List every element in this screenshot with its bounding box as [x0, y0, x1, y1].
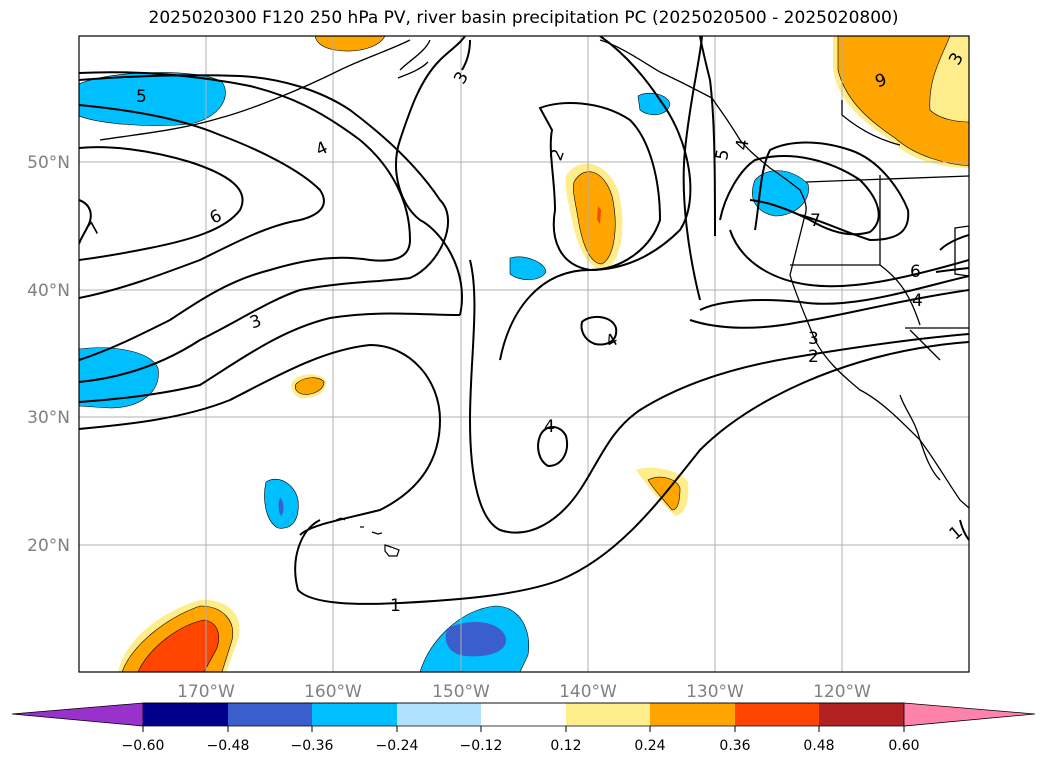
colorbar-tick-label: −0.48	[207, 738, 250, 754]
colorbar-segment	[566, 703, 650, 726]
lat-label-50n: 50°N	[27, 153, 70, 173]
negative-anomaly-region	[509, 256, 547, 281]
contour-label: 6	[910, 262, 921, 282]
negative-anomaly-region	[637, 92, 671, 116]
positive-anomaly-region	[573, 171, 616, 265]
negative-anomaly-core	[278, 498, 284, 516]
map-frame	[78, 35, 970, 673]
lat-label-30n: 30°N	[27, 408, 70, 428]
colorbar-tick-label: 0.24	[634, 738, 665, 754]
contour-label: 3	[808, 329, 819, 349]
shaded-anomalies	[79, 36, 969, 672]
positive-anomaly-core	[597, 206, 601, 224]
colorbar-ticks	[142, 726, 905, 732]
contour-label: 4	[912, 291, 923, 311]
colorbar-segment	[397, 703, 481, 726]
colorbar-segment	[819, 703, 904, 726]
negative-anomaly-region	[79, 72, 226, 126]
contour-label: 4	[602, 330, 621, 353]
colorbar-segment	[312, 703, 397, 726]
lon-label-130w: 130°W	[686, 682, 744, 702]
positive-anomaly-core	[137, 619, 219, 672]
contour-label: 3	[450, 68, 473, 87]
lon-label-150w: 150°W	[432, 682, 490, 702]
colorbar-tick-label: 0.36	[719, 738, 750, 754]
contour-label: 5	[712, 148, 734, 162]
contour-label: 4	[313, 138, 331, 161]
hawaii-islands	[335, 517, 400, 557]
lon-label-140w: 140°W	[559, 682, 617, 702]
colorbar-segment	[228, 703, 312, 726]
coastlines	[99, 39, 969, 509]
lon-label-120w: 120°W	[813, 682, 871, 702]
lat-label-20n: 20°N	[27, 536, 70, 556]
colorbar: −0.60 −0.48 −0.36 −0.24 −0.12 0.12 0.24 …	[11, 702, 1036, 754]
contour-label: 5	[136, 87, 147, 107]
map-area: 5 4 6 7 3 3 1 4 4 2 5 4 7 6 4 3 2 6 3 1	[79, 36, 969, 672]
lat-label-40n: 40°N	[27, 281, 70, 301]
contour-label: 4	[732, 138, 754, 152]
colorbar-tick-label: −0.36	[291, 738, 334, 754]
colorbar-tick-label: −0.24	[376, 738, 419, 754]
lon-label-170w: 170°W	[177, 682, 235, 702]
contour-label: 1	[390, 596, 401, 616]
contour-label: 3	[247, 311, 264, 333]
latitude-labels: 50°N 40°N 30°N 20°N	[27, 153, 70, 556]
contour-label: 2	[546, 146, 568, 163]
contour-label: 7	[83, 219, 105, 240]
lon-label-160w: 160°W	[304, 682, 362, 702]
map-title: 2025020300 F120 250 hPa PV, river basin …	[148, 8, 899, 28]
colorbar-extend-max	[903, 702, 1036, 727]
colorbar-tick-label: 0.12	[550, 738, 581, 754]
colorbar-tick-label: 0.48	[803, 738, 834, 754]
colorbar-segment	[650, 703, 735, 726]
colorbar-segment	[481, 703, 566, 726]
positive-anomaly-region	[314, 36, 386, 52]
colorbar-tick-label: −0.12	[460, 738, 503, 754]
colorbar-tick-label: 0.60	[888, 738, 919, 754]
contour-label: 6	[207, 206, 225, 229]
positive-anomaly-region	[294, 377, 325, 395]
negative-anomaly-region	[752, 170, 809, 217]
contour-label: 4	[544, 417, 555, 437]
pv-contours	[79, 36, 969, 605]
colorbar-tick-label: −0.60	[122, 738, 165, 754]
contour-label: 2	[808, 347, 819, 367]
colorbar-extend-min	[11, 702, 144, 727]
contour-label: 7	[810, 211, 821, 231]
colorbar-segment	[143, 703, 228, 726]
longitude-labels: 170°W 160°W 150°W 140°W 130°W 120°W	[177, 682, 871, 702]
colorbar-segment	[735, 703, 819, 726]
